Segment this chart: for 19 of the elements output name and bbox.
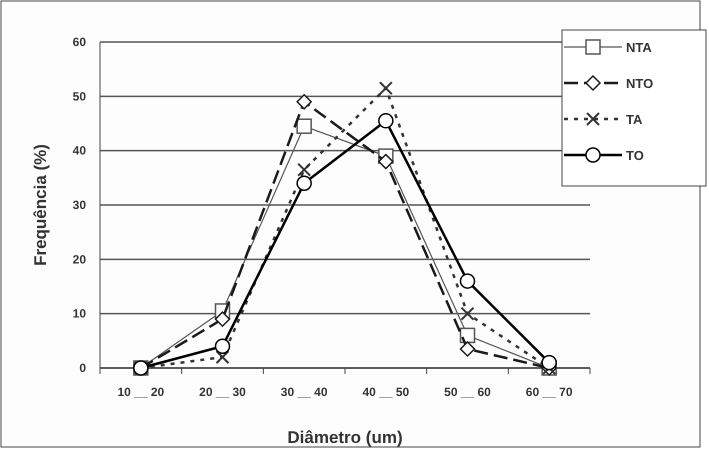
legend-label: TO	[626, 148, 644, 163]
y-tick-label: 20	[72, 252, 86, 266]
x-tick-label: 60 __ 70	[526, 385, 573, 399]
y-tick-label: 0	[79, 361, 86, 375]
y-tick-label: 50	[72, 89, 86, 104]
x-tick-label: 40 __ 50	[362, 385, 410, 399]
x-tick-label: 30 __ 40	[280, 385, 328, 399]
y-tick-label: 30	[72, 198, 86, 212]
y-tick-label: 60	[72, 35, 86, 49]
x-tick-label: 20 __ 30	[199, 385, 246, 399]
y-axis-title: Frequência (%)	[31, 144, 50, 266]
legend-label: NTA	[626, 40, 652, 55]
legend-label: NTO	[626, 76, 654, 91]
y-tick-label: 10	[72, 306, 86, 321]
legend-label: TA	[626, 112, 643, 127]
x-tick-label: 10 __ 20	[117, 385, 165, 399]
x-tick-label: 50 __ 60	[444, 385, 492, 399]
y-tick-label: 40	[72, 144, 86, 158]
x-axis-title: Diâmetro (um)	[287, 428, 403, 447]
